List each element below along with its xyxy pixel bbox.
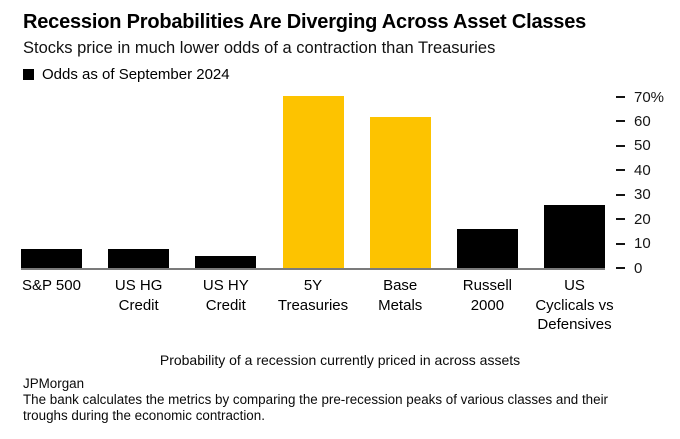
- x-label-line: 5Y: [303, 277, 323, 294]
- y-tick-label: 60: [634, 112, 651, 130]
- tick-dash-icon: [616, 267, 625, 269]
- legend-label: Odds as of September 2024: [42, 66, 230, 83]
- bar-chart-plot-area: [21, 95, 605, 270]
- y-tick-label: 30: [634, 186, 651, 204]
- y-tick-label: 0: [634, 259, 643, 277]
- y-tick-70: 70%: [616, 88, 664, 106]
- source-label: JPMorgan: [23, 376, 85, 391]
- bar-us-hy-credit: [195, 255, 257, 268]
- x-label-russell-2000: Russell 2000: [432, 276, 542, 315]
- x-label-line: Base: [383, 277, 418, 294]
- chart-subtitle: Stocks price in much lower odds of a con…: [23, 39, 496, 57]
- y-tick-0: 0: [616, 259, 642, 277]
- x-label-5y-treasuries: 5Y Treasuries: [258, 276, 368, 315]
- tick-dash-icon: [616, 96, 625, 98]
- x-label-line: Cyclicals vs: [535, 296, 614, 314]
- x-label-us-hg-credit: US HG Credit: [84, 276, 194, 315]
- tick-dash-icon: [616, 169, 625, 172]
- x-label-us-hy-credit: US HY Credit: [171, 276, 281, 315]
- x-label-base-metals: Base Metals: [345, 276, 455, 315]
- y-tick-label: 10: [634, 235, 651, 253]
- y-tick-label: 40: [634, 161, 651, 179]
- y-tick-20: 20: [616, 210, 651, 228]
- x-label-line: Credit: [118, 296, 159, 314]
- bar-russell-2000: [456, 228, 518, 268]
- tick-dash-icon: [616, 144, 625, 147]
- y-tick-40: 40: [616, 161, 651, 179]
- legend: Odds as of September 2024: [23, 66, 230, 83]
- tick-dash-icon: [616, 120, 625, 123]
- bar-5y-treasuries: [282, 95, 344, 268]
- bar-base-metals: [369, 116, 431, 268]
- tick-dash-icon: [616, 193, 625, 196]
- y-tick-30: 30: [616, 186, 651, 204]
- y-tick-50: 50: [616, 137, 651, 155]
- x-label-line: US: [564, 277, 585, 294]
- x-label-s-p-500: S&P 500: [0, 276, 107, 296]
- legend-swatch-icon: [23, 69, 34, 80]
- y-tick-10: 10: [616, 235, 651, 253]
- x-label-line: Defensives: [537, 316, 612, 333]
- y-tick-label: 50: [634, 137, 651, 155]
- x-label-line: US HY: [202, 277, 249, 294]
- x-label-line: US HG: [114, 277, 163, 294]
- y-tick-label: 20: [634, 210, 651, 228]
- x-label-us-cyclicals-vs-defensives: US Cyclicals vs Defensives: [520, 276, 630, 335]
- tick-dash-icon: [616, 218, 625, 221]
- y-tick-60: 60: [616, 112, 651, 130]
- x-label-line: 2000: [470, 296, 505, 314]
- y-tick-label: 70%: [634, 88, 665, 106]
- tick-dash-icon: [616, 242, 625, 245]
- footnote-text: The bank calculates the metrics by compa…: [23, 392, 609, 423]
- x-label-line: Credit: [205, 296, 246, 314]
- chart-title: Recession Probabilities Are Diverging Ac…: [23, 11, 587, 33]
- x-label-line: Treasuries: [277, 296, 349, 314]
- x-label-line: Metals: [378, 296, 423, 314]
- bar-us-cyclicals-vs-defensives: [544, 204, 605, 268]
- bar-s-p-500: [21, 248, 82, 268]
- bar-us-hg-credit: [108, 248, 170, 268]
- x-label-line: S&P 500: [22, 277, 81, 294]
- axis-caption: Probability of a recession currently pri…: [159, 352, 521, 368]
- x-label-line: Russell: [462, 277, 512, 294]
